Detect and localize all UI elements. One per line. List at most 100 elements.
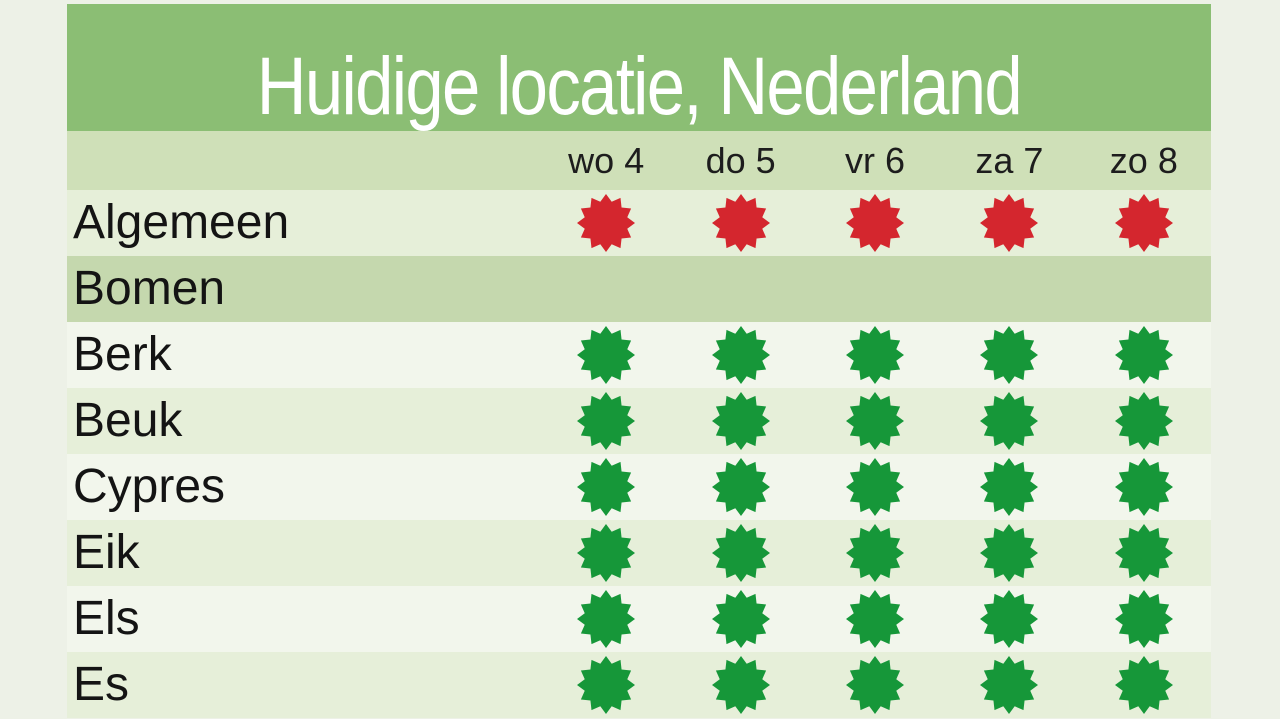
pollen-level-burst-icon <box>577 194 636 252</box>
day-header-cell: za 7 <box>942 140 1076 182</box>
row-label-cell: Eik <box>67 529 539 577</box>
pollen-level-burst-icon <box>1114 524 1173 582</box>
day-header-label: vr 6 <box>845 139 906 181</box>
pollen-level-burst-icon <box>1114 656 1173 714</box>
pollen-level-burst-icon <box>846 656 905 714</box>
pollen-level-burst-icon <box>577 392 636 450</box>
row-label: Els <box>73 592 140 645</box>
pollen-level-cell <box>942 524 1076 582</box>
row-label: Eik <box>73 526 140 579</box>
pollen-level-burst-icon <box>980 458 1039 516</box>
row-label: Algemeen <box>73 196 290 249</box>
pollen-level-cell <box>673 194 807 252</box>
pollen-level-cell <box>539 194 673 252</box>
pollen-level-burst-icon <box>980 392 1039 450</box>
pollen-level-burst-icon <box>711 590 770 648</box>
pollen-level-cell <box>808 524 942 582</box>
pollen-level-cell <box>808 326 942 384</box>
row-label-cell: Els <box>67 595 539 643</box>
pollen-level-burst-icon <box>577 524 636 582</box>
pollen-level-cell <box>673 590 807 648</box>
page-title: Huidige locatie, Nederland <box>256 41 1023 132</box>
pollen-level-cell <box>1077 656 1211 714</box>
pollen-row: Eik <box>67 520 1211 586</box>
pollen-level-cell <box>942 392 1076 450</box>
pollen-level-burst-icon <box>711 326 770 384</box>
pollen-level-burst-icon <box>711 458 770 516</box>
pollen-level-burst-icon <box>577 656 636 714</box>
pollen-level-burst-icon <box>1114 392 1173 450</box>
pollen-level-cell <box>942 194 1076 252</box>
pollen-level-cell <box>942 326 1076 384</box>
pollen-row: Beuk <box>67 388 1211 454</box>
pollen-level-burst-icon <box>711 194 770 252</box>
day-header-row: wo 4 do 5 vr 6 za 7 zo 8 <box>67 131 1211 190</box>
pollen-level-burst-icon <box>846 326 905 384</box>
pollen-row: Berk <box>67 322 1211 388</box>
day-header-label: za 7 <box>975 139 1044 181</box>
pollen-level-cell <box>808 656 942 714</box>
row-label-cell: Beuk <box>67 397 539 445</box>
pollen-level-cell <box>808 458 942 516</box>
row-label: Beuk <box>73 394 183 447</box>
pollen-level-burst-icon <box>980 326 1039 384</box>
pollen-level-cell <box>539 524 673 582</box>
pollen-level-cell <box>1077 194 1211 252</box>
title-band: Huidige locatie, Nederland <box>67 4 1211 131</box>
pollen-level-burst-icon <box>1114 194 1173 252</box>
row-label-cell: Berk <box>67 331 539 379</box>
pollen-level-cell <box>539 458 673 516</box>
pollen-level-cell <box>673 524 807 582</box>
row-label: Cypres <box>73 460 226 513</box>
pollen-level-burst-icon <box>980 656 1039 714</box>
pollen-level-cell <box>942 458 1076 516</box>
pollen-level-cell <box>673 326 807 384</box>
pollen-level-burst-icon <box>577 590 636 648</box>
pollen-level-cell <box>1077 458 1211 516</box>
pollen-level-cell <box>673 458 807 516</box>
pollen-level-burst-icon <box>980 194 1039 252</box>
pollen-row: Cypres <box>67 454 1211 520</box>
row-label: Bomen <box>73 262 226 315</box>
pollen-level-burst-icon <box>846 590 905 648</box>
day-header-label: wo 4 <box>568 139 645 181</box>
row-label-cell: Bomen <box>67 265 539 313</box>
pollen-level-cell <box>808 194 942 252</box>
day-header-cell: wo 4 <box>539 140 673 182</box>
pollen-level-cell <box>942 656 1076 714</box>
pollen-level-burst-icon <box>711 656 770 714</box>
pollen-level-burst-icon <box>846 458 905 516</box>
pollen-level-burst-icon <box>846 392 905 450</box>
pollen-level-cell <box>1077 392 1211 450</box>
pollen-level-burst-icon <box>1114 326 1173 384</box>
pollen-level-cell <box>1077 326 1211 384</box>
day-header-label: zo 8 <box>1109 139 1178 181</box>
day-header-label: do 5 <box>705 139 776 181</box>
pollen-level-burst-icon <box>846 194 905 252</box>
row-label: Es <box>73 658 130 711</box>
pollen-level-burst-icon <box>980 524 1039 582</box>
pollen-level-cell <box>942 590 1076 648</box>
pollen-forecast-table: Huidige locatie, Nederland wo 4 do 5 vr 6 z… <box>67 4 1211 719</box>
rows-container: Algemeen Bomen Berk Beuk Cypres Eik Els Es <box>67 190 1211 718</box>
pollen-level-burst-icon <box>1114 590 1173 648</box>
pollen-level-burst-icon <box>577 326 636 384</box>
row-label-cell: Algemeen <box>67 199 539 247</box>
row-label: Berk <box>73 328 172 381</box>
pollen-row: Els <box>67 586 1211 652</box>
pollen-level-cell <box>1077 590 1211 648</box>
pollen-level-cell <box>673 392 807 450</box>
day-header-cell: zo 8 <box>1077 140 1211 182</box>
section-row: Bomen <box>67 256 1211 322</box>
pollen-row: Algemeen <box>67 190 1211 256</box>
row-label-cell: Es <box>67 661 539 709</box>
pollen-level-cell <box>808 590 942 648</box>
pollen-level-cell <box>673 656 807 714</box>
pollen-level-burst-icon <box>846 524 905 582</box>
pollen-row: Es <box>67 652 1211 718</box>
pollen-level-cell <box>539 590 673 648</box>
pollen-level-burst-icon <box>1114 458 1173 516</box>
pollen-level-cell <box>539 392 673 450</box>
pollen-level-burst-icon <box>577 458 636 516</box>
pollen-level-cell <box>539 656 673 714</box>
